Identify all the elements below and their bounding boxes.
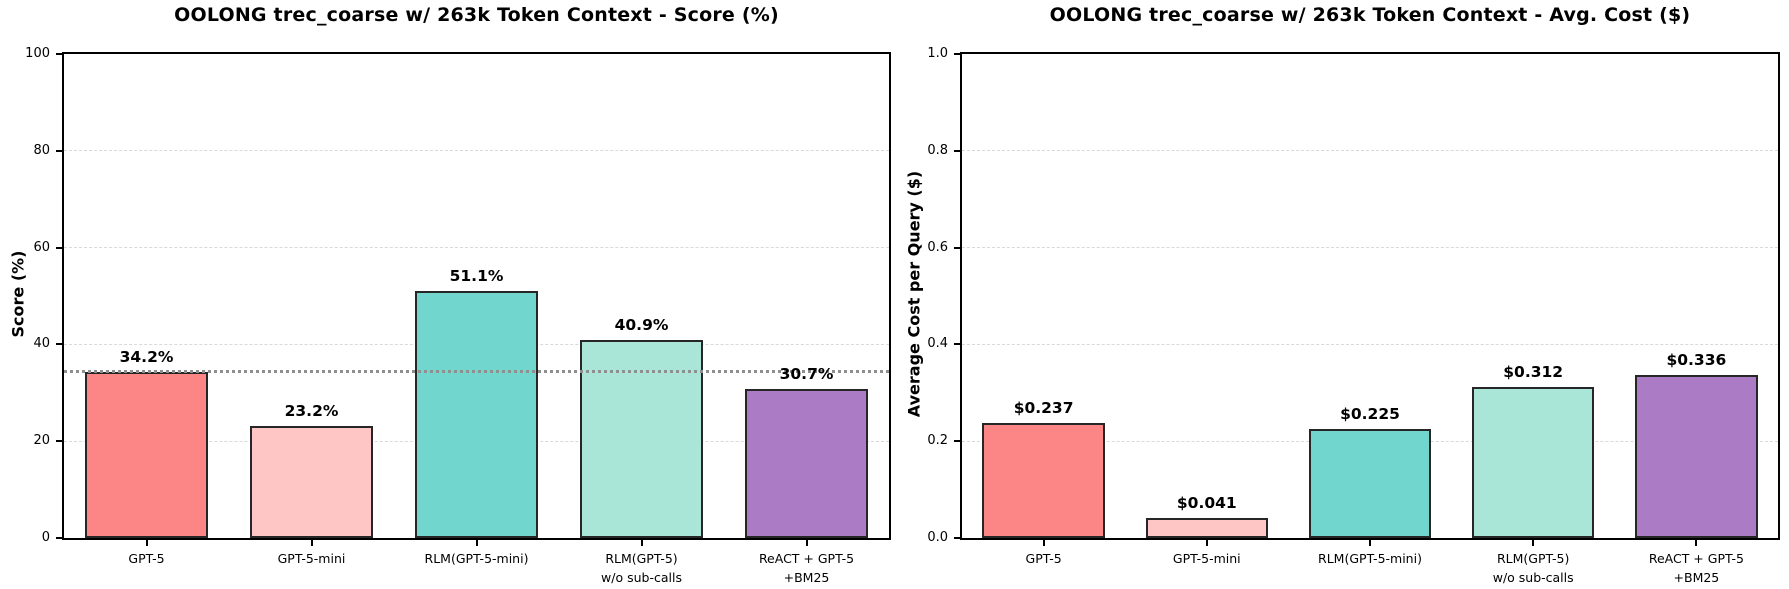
bar-value-label: 23.2% (284, 401, 339, 420)
y-gridline (64, 247, 889, 249)
y-tick-label: 40 (33, 336, 50, 352)
bar (1635, 375, 1758, 538)
y-tick-label: 60 (33, 239, 50, 255)
y-tick-label: 0.0 (927, 530, 948, 545)
bar (1472, 386, 1595, 538)
y-tick-label: 0.2 (927, 433, 948, 449)
bar-value-label: 40.9% (614, 316, 669, 335)
y-tick-label: 80 (33, 142, 50, 158)
x-tick (1369, 540, 1371, 546)
x-tick (1532, 540, 1535, 546)
x-tick (475, 540, 478, 546)
bar (249, 425, 374, 538)
y-tick (56, 246, 62, 249)
bar-value-label: $0.041 (1176, 494, 1237, 513)
y-axis-label: Score (%) (8, 250, 28, 338)
y-gridline (962, 247, 1778, 249)
y-tick-label: 0.4 (927, 336, 948, 352)
y-tick (954, 53, 960, 55)
y-tick (954, 343, 960, 346)
bar-value-label: $0.225 (1340, 405, 1400, 424)
x-tick-label: RLM(GPT-5) w/o sub-calls (1492, 551, 1574, 585)
bar (84, 372, 209, 538)
y-axis-label: Average Cost per Query ($) (904, 170, 924, 418)
x-tick (640, 540, 643, 546)
y-tick (56, 149, 62, 152)
bar (1308, 429, 1432, 538)
chart-title: OOLONG trec_coarse w/ 263k Token Context… (174, 4, 779, 26)
baseline-dotted-line (64, 370, 889, 374)
y-tick (56, 537, 62, 539)
x-tick-label: RLM(GPT-5) w/o sub-calls (601, 551, 682, 585)
y-tick (954, 246, 960, 249)
bar-value-label: $0.312 (1503, 362, 1564, 381)
plot-area: 0 20 40 60 80 100 34.2% GPT-5 23.2% GPT-5-mini 51.… (25, 46, 891, 585)
bar (982, 423, 1105, 538)
x-tick-label: GPT-5 (128, 551, 165, 566)
x-tick (805, 540, 808, 546)
y-tick (954, 149, 960, 152)
x-tick (310, 540, 313, 546)
bar-value-label: 34.2% (119, 348, 174, 367)
y-tick (954, 537, 960, 539)
y-tick (56, 343, 62, 346)
x-tick-label: GPT-5-mini (277, 551, 346, 566)
y-gridline (962, 150, 1778, 152)
y-tick (56, 440, 62, 443)
x-tick (1205, 540, 1208, 546)
cost-chart: OOLONG trec_coarse w/ 263k Token Context… (894, 0, 1789, 589)
bar (414, 290, 539, 538)
y-gridline (962, 343, 1778, 345)
bar (1145, 518, 1268, 538)
y-tick-label: 0.6 (927, 239, 948, 255)
x-tick-label: ReACT + GPT-5 +BM25 (1648, 551, 1744, 585)
y-tick-label: 100 (25, 46, 50, 61)
bar-value-label: $0.237 (1013, 399, 1074, 418)
y-tick-label: 0.8 (927, 142, 948, 158)
y-tick-label: 0 (41, 530, 50, 545)
x-tick (145, 540, 148, 546)
y-tick-label: 20 (33, 433, 50, 449)
x-tick (1042, 540, 1045, 546)
bar (744, 389, 869, 538)
x-tick-label: GPT-5-mini (1172, 551, 1241, 566)
bar-value-label: $0.336 (1666, 351, 1727, 370)
x-tick-label: RLM(GPT-5-mini) (424, 551, 529, 566)
bar-value-label: 30.7% (779, 365, 834, 384)
chart-title: OOLONG trec_coarse w/ 263k Token Context… (1049, 4, 1691, 26)
score-chart: OOLONG trec_coarse w/ 263k Token Context… (0, 0, 894, 589)
x-tick-label: ReACT + GPT-5 +BM25 (758, 551, 855, 585)
y-tick (56, 53, 62, 55)
x-tick-label: GPT-5 (1025, 551, 1062, 566)
x-tick-label: RLM(GPT-5-mini) (1318, 551, 1422, 566)
x-tick (1695, 540, 1698, 546)
y-tick (954, 440, 960, 443)
bar-value-label: 51.1% (449, 266, 504, 285)
y-tick-label: 1.0 (927, 46, 948, 61)
y-gridline (64, 150, 889, 152)
plot-area: 0.0 0.2 0.4 0.6 0.8 1.0 $0.237 GPT-5 $0.041 GPT-5… (927, 46, 1780, 585)
